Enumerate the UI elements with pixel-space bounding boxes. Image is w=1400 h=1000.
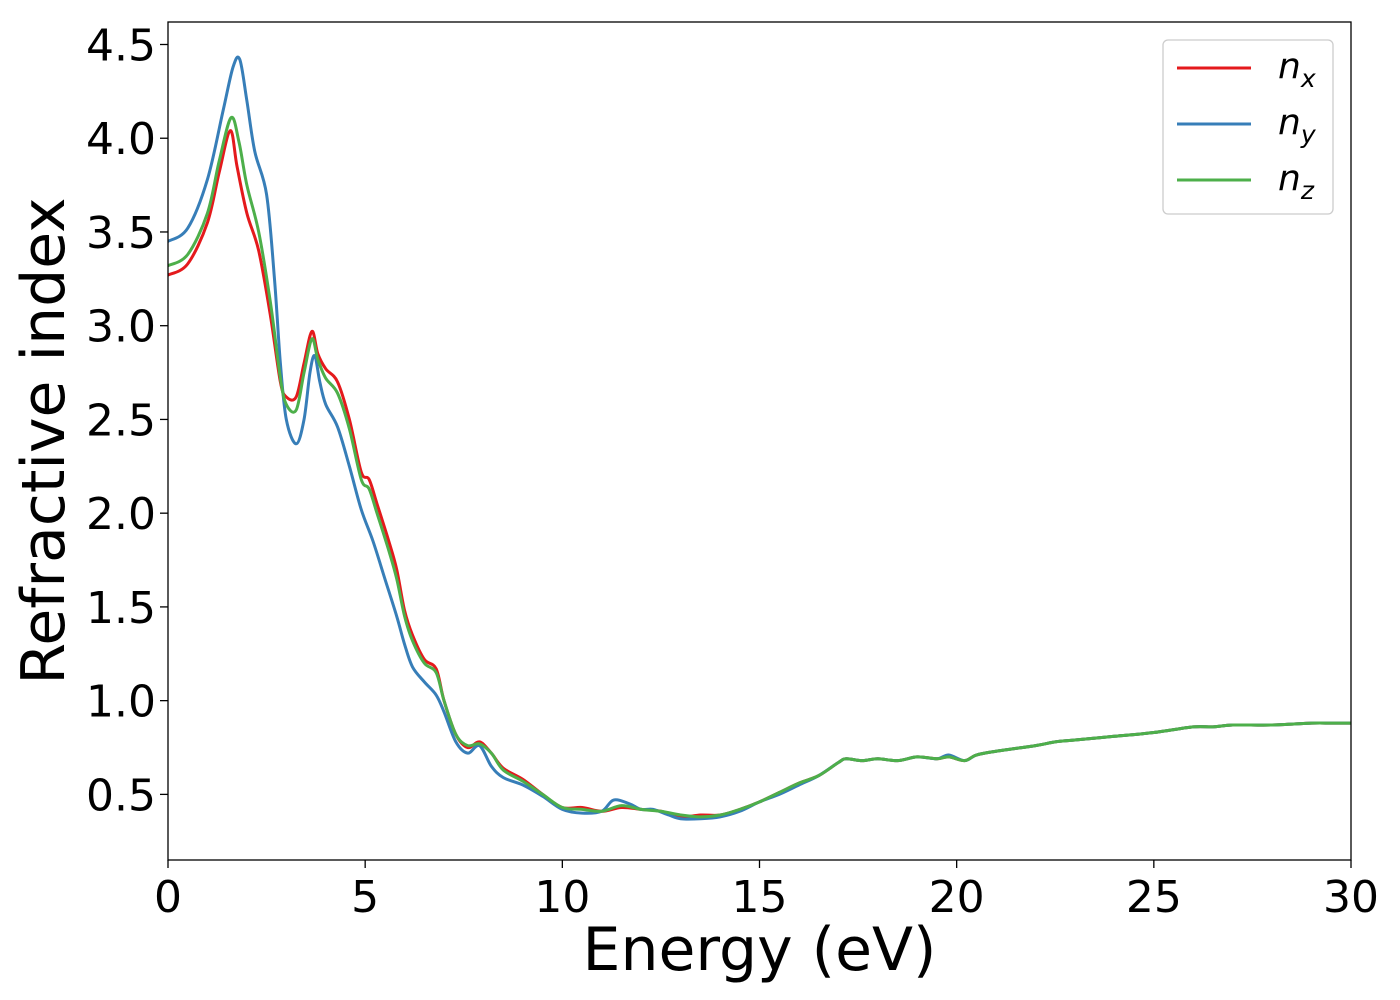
y-tick-label: 3.0: [86, 302, 156, 353]
y-tick-label: 4.0: [86, 114, 156, 165]
x-tick-label: 25: [1126, 872, 1182, 923]
x-axis-label: Energy (eV): [583, 915, 937, 985]
legend-label-z: nz: [1278, 158, 1315, 205]
series-lines: [168, 55, 1351, 821]
legend-label-y: ny: [1278, 102, 1317, 149]
y-tick-label: 0.5: [86, 770, 156, 821]
x-axis-ticks: 0 5 10 15 20 25 30: [154, 860, 1379, 923]
y-tick-label: 4.5: [86, 20, 156, 71]
y-tick-label: 2.5: [86, 395, 156, 446]
y-axis-label: Refractive index: [9, 197, 79, 684]
x-tick-label: 30: [1323, 872, 1379, 923]
x-tick-label: 0: [154, 872, 182, 923]
y-axis-ticks: 0.5 1.0 1.5 2.0 2.5 3.0 3.5 4.0 4.5: [86, 20, 168, 821]
y-tick-label: 3.5: [86, 208, 156, 259]
y-tick-label: 1.5: [86, 583, 156, 634]
x-tick-label: 5: [351, 872, 379, 923]
series-line-z: [168, 115, 1351, 819]
series-line-x: [168, 129, 1351, 819]
legend-frame: [1162, 39, 1334, 215]
y-tick-label: 1.0: [86, 677, 156, 728]
y-tick-label: 2.0: [86, 489, 156, 540]
legend: nx ny nz: [1162, 39, 1334, 215]
plot-frame: [167, 21, 1352, 861]
x-tick-label: 20: [929, 872, 985, 923]
legend-label-x: nx: [1278, 46, 1316, 93]
x-tick-label: 15: [732, 872, 788, 923]
x-tick-label: 10: [534, 872, 590, 923]
